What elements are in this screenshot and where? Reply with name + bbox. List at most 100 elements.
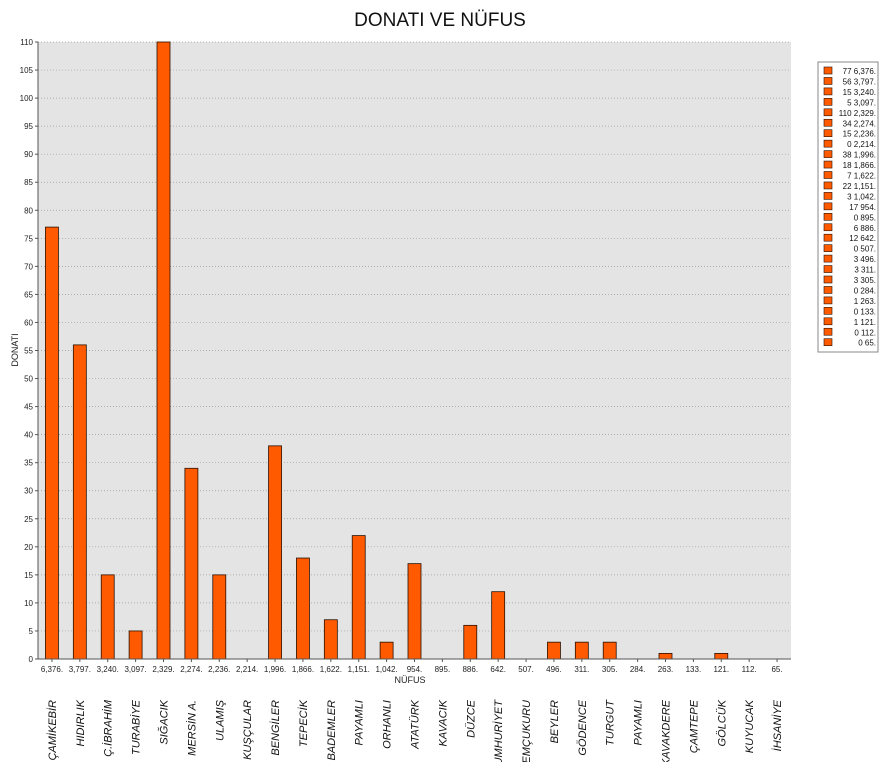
legend-swatch — [823, 108, 833, 117]
x-tick-label: 1,622. — [320, 665, 342, 674]
legend-entry: 38 1,996. — [843, 151, 876, 160]
bar — [100, 574, 115, 660]
bar — [463, 624, 478, 660]
x-tick-label: 1,996. — [264, 665, 286, 674]
x-tick-label: 954. — [407, 665, 423, 674]
y-tick-label: 25 — [24, 515, 33, 524]
legend-entry: 0 2,214. — [847, 140, 876, 149]
bar — [296, 557, 310, 660]
legend-swatch — [823, 192, 833, 200]
legend-entry: 0 895. — [854, 213, 876, 222]
bar — [379, 641, 394, 660]
x-tick-label: 1,866. — [292, 665, 314, 674]
bar — [323, 619, 338, 660]
category-name: Ç.İBRAHİM — [103, 699, 115, 757]
y-tick-label: 70 — [24, 262, 33, 271]
legend-entry: 3 311. — [854, 266, 876, 275]
category-name: ÇAMİKEBİR — [47, 700, 59, 761]
legend-swatch — [823, 66, 833, 75]
bars — [45, 41, 729, 660]
x-tick-label: 1,151. — [348, 665, 370, 674]
x-tick-label: 133. — [686, 665, 702, 674]
x-tick-label: 895. — [435, 665, 451, 674]
category-name: TURGUT — [605, 699, 617, 746]
bar — [268, 445, 282, 660]
x-tick-label: 2,274. — [180, 665, 202, 674]
category-name: TURABİYE — [131, 699, 143, 755]
x-tick-label: 507. — [518, 665, 534, 674]
x-tick-label: 311. — [574, 665, 589, 674]
bar — [184, 467, 199, 660]
legend-entry: 15 2,236. — [843, 130, 876, 139]
x-tick-label: 3,097. — [124, 665, 146, 674]
y-tick-label: 95 — [24, 122, 33, 131]
legend-swatch — [823, 202, 833, 211]
x-tick-label: 284. — [630, 665, 646, 674]
y-tick-label: 50 — [24, 375, 33, 384]
y-tick-label: 40 — [24, 431, 33, 440]
x-tick-label: 2,214. — [236, 665, 258, 674]
legend-swatch — [823, 160, 833, 169]
y-tick-label: 60 — [24, 318, 33, 327]
x-tick-label: 263. — [658, 665, 674, 674]
legend-swatch — [823, 118, 833, 127]
category-name: ORHANLI — [382, 700, 394, 749]
category-name: DÜZCE — [465, 699, 477, 738]
legend-entry: 22 1,151. — [843, 182, 876, 191]
legend-entry: 34 2,274. — [843, 119, 876, 128]
category-name: KUŞÇULAR — [242, 700, 254, 760]
bar — [547, 641, 561, 660]
category-name: GÖDENCE — [577, 699, 589, 755]
x-tick-label: 121. — [713, 665, 729, 674]
legend-entry: 3 496. — [854, 255, 876, 264]
x-tick-label: 65. — [771, 665, 782, 674]
x-tick-label: 2,236. — [208, 665, 230, 674]
y-tick-label: 105 — [20, 66, 34, 75]
legend-entry: 110 2,329. — [839, 109, 876, 118]
x-tick-label: 3,797. — [69, 665, 91, 674]
bar — [491, 591, 506, 660]
legend-entry: 0 112. — [854, 328, 876, 337]
legend-entry: 1 263. — [854, 297, 876, 306]
y-axis-label: DONATI — [10, 333, 20, 366]
bar — [351, 535, 366, 660]
legend-swatch — [823, 87, 833, 96]
legend-entry: 0 507. — [854, 245, 876, 254]
category-name: İHSANİYE — [772, 699, 784, 751]
legend-swatch — [823, 307, 833, 315]
legend-entry: 0 65. — [858, 339, 876, 348]
bar — [574, 641, 589, 660]
bar — [407, 563, 422, 660]
x-tick-label: 642. — [490, 665, 506, 674]
y-tick-label: 80 — [24, 206, 33, 215]
category-name: PAYAMLI — [354, 700, 366, 745]
legend-swatch — [823, 181, 833, 190]
legend-swatch — [823, 139, 833, 148]
y-tick-label: 85 — [24, 178, 33, 187]
category-labels: ÇAMİKEBİR HIDIRLIK Ç.İBRAHİM TURABİYE SIĞACI… — [47, 699, 784, 762]
legend: 77 6,376.56 3,797. 15 3,240.5 3,097. 110 2… — [817, 61, 879, 353]
y-tick-label: 35 — [24, 459, 33, 468]
bar — [45, 226, 59, 660]
legend-swatch — [823, 150, 833, 158]
legend-swatch — [823, 129, 833, 137]
bar — [156, 41, 171, 660]
x-tick-label: 3,240. — [97, 665, 119, 674]
y-tick-label: 30 — [24, 487, 33, 496]
x-tick-label: 2,329. — [152, 665, 174, 674]
legend-entry: 12 642. — [849, 234, 876, 243]
y-tick-label: 55 — [24, 347, 33, 356]
category-name: EFEMÇUKURU — [521, 700, 533, 762]
grid-lines — [38, 41, 791, 632]
x-axis-ticks: 6,376. 3,797. 3,240. 3,097. 2,329. 2,274. 2,23… — [41, 659, 783, 674]
category-name: KUYUCAK — [744, 699, 756, 753]
y-axis-ticks: 0 5 10 15 20 25 30 35 40 45 50 55 60 65 70 75 80 85 90 95 10… — [20, 38, 38, 664]
y-tick-label: 75 — [24, 234, 33, 243]
legend-swatch — [823, 233, 833, 242]
category-name: MERSİN A. — [186, 700, 198, 756]
x-tick-label: 305. — [602, 665, 618, 674]
legend-entry: 6 886. — [854, 224, 876, 233]
y-tick-label: 100 — [20, 94, 34, 103]
legend-entry: 77 6,376. — [843, 67, 876, 76]
